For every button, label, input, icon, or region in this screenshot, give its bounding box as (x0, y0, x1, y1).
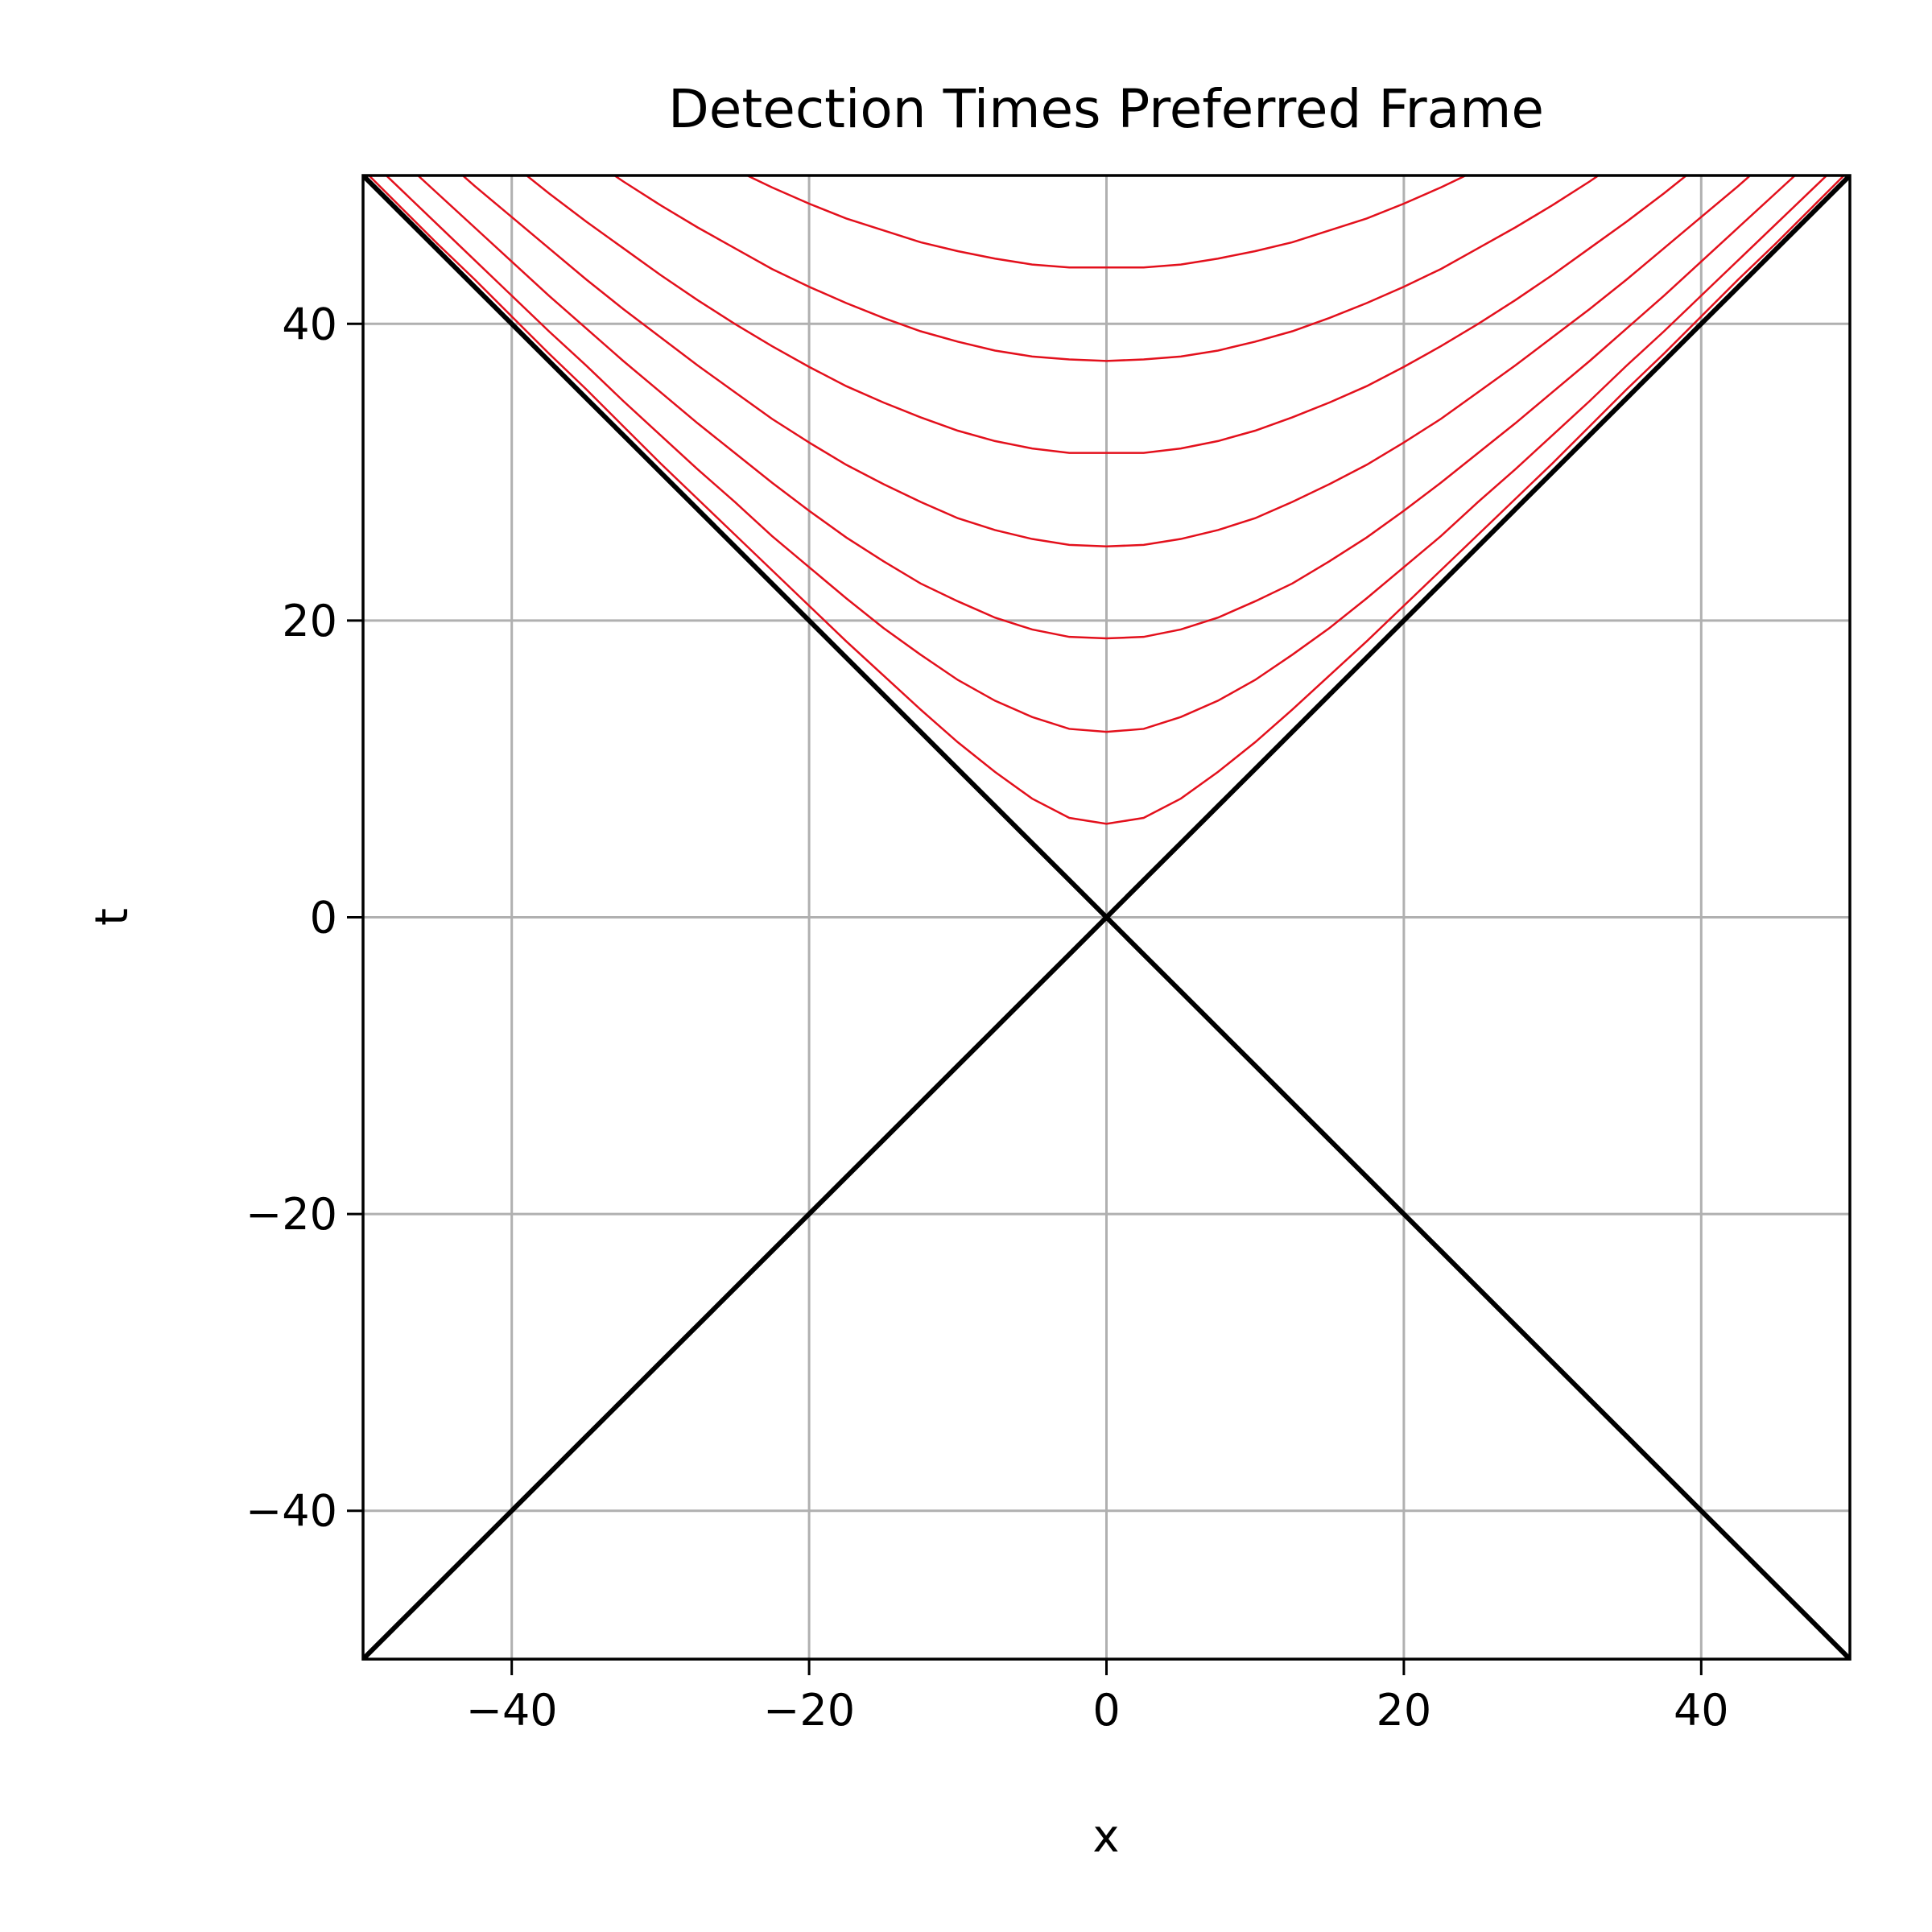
detection-curve (613, 175, 1600, 362)
detection-curve (385, 175, 1828, 733)
y-tick-label: −20 (246, 1189, 337, 1240)
light-cone-line (363, 175, 1850, 1659)
x-axis-label: x (1092, 1810, 1119, 1863)
detection-curve (460, 175, 1752, 548)
axes: −40 −20 0 20 40 −40 −20 0 20 40 (246, 174, 1852, 1736)
x-tick-label: −40 (466, 1685, 558, 1736)
detection-curve (367, 175, 1846, 825)
chart-title: Detection Times Preferred Frame (668, 78, 1544, 140)
x-tick-label: 20 (1377, 1685, 1432, 1736)
grid (363, 175, 1850, 1659)
plot-area (363, 175, 1850, 1659)
plot-frame (361, 174, 1852, 1661)
x-tick-label: 0 (1092, 1685, 1120, 1736)
y-tick-label: −40 (246, 1486, 337, 1537)
detection-curve (745, 175, 1468, 269)
detection-curve (416, 175, 1797, 640)
y-tick-label: 0 (310, 893, 337, 943)
x-tick-label: −20 (763, 1685, 855, 1736)
x-tick-label: 40 (1674, 1685, 1729, 1736)
detection-curve (525, 175, 1688, 454)
y-tick-label: 40 (282, 299, 337, 349)
y-tick-label: 20 (282, 596, 337, 646)
y-axis-label: t (86, 908, 138, 926)
